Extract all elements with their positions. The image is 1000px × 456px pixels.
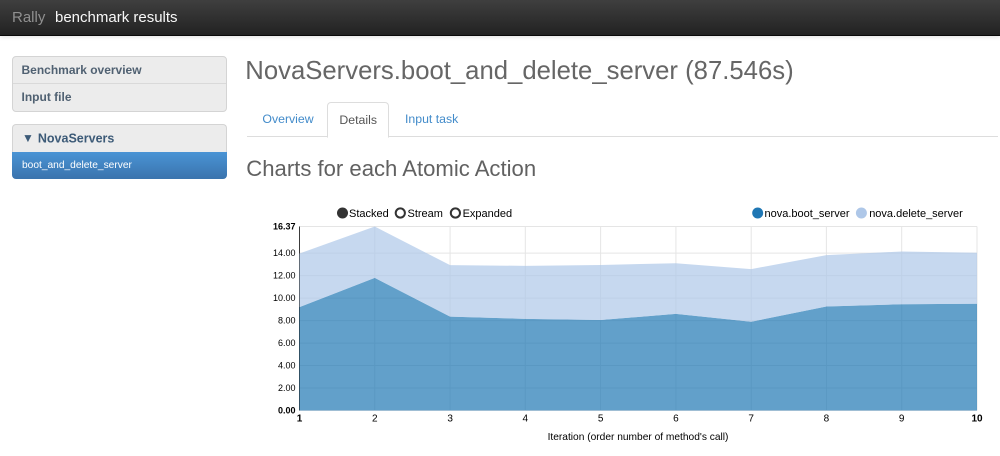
svg-text:4.00: 4.00 xyxy=(278,361,296,371)
svg-text:9: 9 xyxy=(899,414,905,425)
svg-text:Iteration (order number of met: Iteration (order number of method's call… xyxy=(548,432,729,443)
svg-text:6.00: 6.00 xyxy=(278,338,296,348)
svg-text:4: 4 xyxy=(523,414,529,425)
svg-text:3: 3 xyxy=(447,414,453,425)
svg-text:8: 8 xyxy=(824,414,830,425)
svg-text:10: 10 xyxy=(971,414,983,425)
svg-text:7: 7 xyxy=(748,414,754,425)
svg-text:Expanded: Expanded xyxy=(463,208,513,220)
svg-text:0.00: 0.00 xyxy=(278,406,296,416)
svg-text:12.00: 12.00 xyxy=(273,271,296,281)
svg-text:14.00: 14.00 xyxy=(273,248,296,258)
svg-text:2: 2 xyxy=(372,414,378,425)
svg-text:nova.delete_server: nova.delete_server xyxy=(869,208,963,220)
svg-text:Stream: Stream xyxy=(408,208,443,220)
svg-text:10.00: 10.00 xyxy=(273,293,296,303)
svg-text:2.00: 2.00 xyxy=(278,383,296,393)
svg-text:16.37: 16.37 xyxy=(273,222,296,232)
svg-text:8.00: 8.00 xyxy=(278,316,296,326)
svg-text:1: 1 xyxy=(297,414,303,425)
svg-text:5: 5 xyxy=(598,414,604,425)
svg-text:nova.boot_server: nova.boot_server xyxy=(765,208,850,220)
svg-text:Stacked: Stacked xyxy=(349,208,389,220)
svg-text:6: 6 xyxy=(673,414,679,425)
